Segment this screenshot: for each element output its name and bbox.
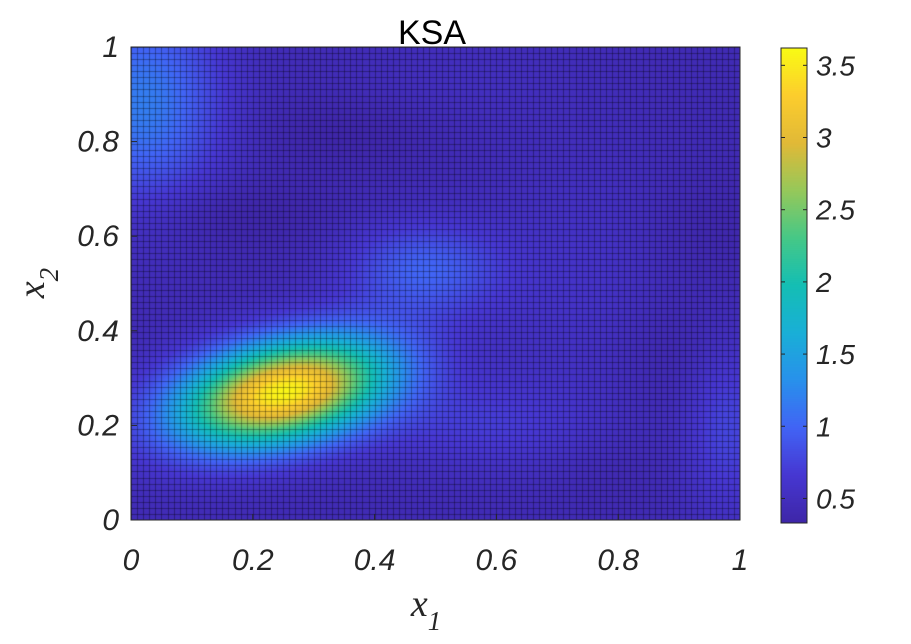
y-tick-label: 1: [102, 31, 119, 64]
colorbar-axis: 0.5 1 1.5 2 2.5 3 3.5: [781, 50, 855, 514]
colorbar-tick-label: 3.5: [816, 50, 855, 81]
x-axis-label-sub: 1: [428, 606, 442, 636]
colorbar-gradient: [781, 48, 807, 523]
x-tick-label: 0.2: [232, 544, 274, 577]
y-axis-label-sub: 2: [34, 268, 64, 282]
y-tick-label: 0.4: [77, 315, 119, 348]
colorbar-tick-label: 3: [816, 123, 832, 154]
colorbar-tick-label: 2: [815, 267, 832, 298]
y-tick-label: 0: [102, 504, 119, 537]
y-tick-label: 0.6: [77, 220, 119, 253]
x-tick-label: 0.4: [354, 544, 396, 577]
colorbar-frame: [780, 47, 808, 524]
x-tick-label: 0: [123, 544, 140, 577]
colorbar-tick-label: 2.5: [815, 195, 855, 226]
colorbar-tick-label: 1.5: [816, 339, 855, 370]
x-tick-label: 0.8: [597, 544, 639, 577]
heatmap-cells: [131, 47, 740, 520]
x-tick-label: 1: [732, 544, 749, 577]
colorbar-tick-label: 1: [816, 411, 832, 442]
x-tick-label: 0.6: [476, 544, 518, 577]
y-axis-label: x2: [11, 268, 64, 299]
chart-title: KSA: [398, 14, 466, 52]
y-tick-label: 0.2: [77, 409, 119, 442]
y-axis-label-base: x: [11, 281, 53, 299]
y-axis: 0 0.2 0.4 0.6 0.8 1: [77, 31, 137, 537]
x-axis: 0 0.2 0.4 0.6 0.8 1: [123, 514, 749, 577]
y-tick-label: 0.8: [77, 126, 119, 159]
x-axis-label: x1: [410, 583, 441, 636]
x-axis-label-base: x: [410, 583, 428, 625]
plot-frame: [130, 46, 741, 521]
colorbar-tick-label: 0.5: [816, 483, 855, 514]
